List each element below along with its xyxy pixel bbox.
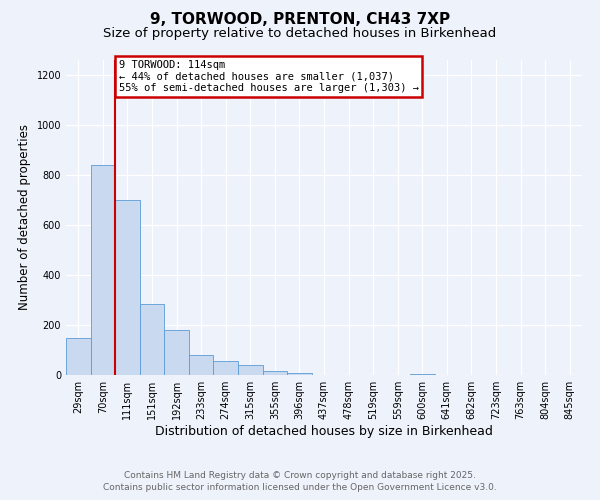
- Bar: [410, 374, 434, 375]
- Text: Contains HM Land Registry data © Crown copyright and database right 2025.
Contai: Contains HM Land Registry data © Crown c…: [103, 471, 497, 492]
- Bar: [189, 355, 214, 375]
- Bar: [287, 373, 312, 375]
- Y-axis label: Number of detached properties: Number of detached properties: [18, 124, 31, 310]
- Bar: [164, 330, 189, 375]
- Bar: [91, 165, 115, 375]
- Bar: [214, 361, 238, 375]
- Bar: [140, 304, 164, 375]
- Text: 9 TORWOOD: 114sqm
← 44% of detached houses are smaller (1,037)
55% of semi-detac: 9 TORWOOD: 114sqm ← 44% of detached hous…: [119, 60, 419, 93]
- Bar: [66, 338, 91, 375]
- X-axis label: Distribution of detached houses by size in Birkenhead: Distribution of detached houses by size …: [155, 425, 493, 438]
- Text: 9, TORWOOD, PRENTON, CH43 7XP: 9, TORWOOD, PRENTON, CH43 7XP: [150, 12, 450, 28]
- Text: Size of property relative to detached houses in Birkenhead: Size of property relative to detached ho…: [103, 28, 497, 40]
- Bar: [115, 200, 140, 375]
- Bar: [238, 364, 263, 375]
- Bar: [263, 370, 287, 375]
